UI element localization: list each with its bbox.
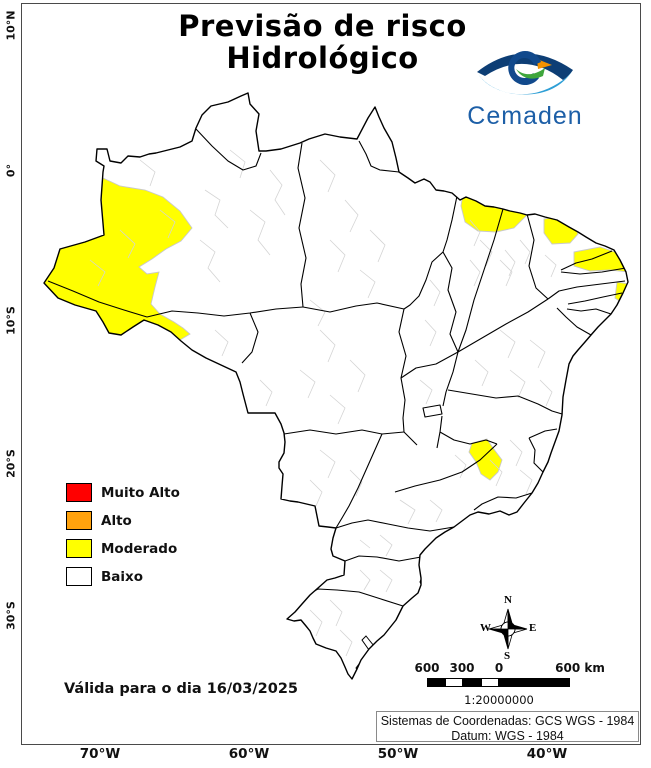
scale-segment-2 (445, 678, 463, 687)
scale-segment-5 (499, 678, 570, 687)
compass-south-label: S (504, 650, 511, 662)
legend-label-muito-alto: Muito Alto (101, 484, 180, 501)
municipality-boundaries (89, 149, 557, 657)
legend-swatch-baixo (66, 567, 92, 586)
validity-note: Válida para o dia 16/03/2025 (64, 681, 299, 697)
lat-tick-30s: 30°S (4, 601, 18, 630)
coordinate-system-line: Sistemas de Coordenadas: GCS WGS - 1984 (380, 714, 635, 728)
moderate-risk-region-minas-gerais (468, 438, 503, 481)
legend-label-baixo: Baixo (101, 568, 144, 585)
lon-tick-70w: 70°W (79, 746, 121, 762)
cemaden-wordmark: Cemaden (467, 102, 583, 130)
lat-tick-0: 0° (4, 163, 18, 178)
scale-tick-600-left: 600 (414, 661, 440, 675)
lon-tick-40w: 40°W (526, 746, 568, 762)
compass-rose: N W E S (478, 594, 538, 664)
cemaden-logo: Cemaden (455, 38, 595, 131)
datum-line: Datum: WGS - 1984 (451, 729, 564, 743)
title-line-1: Previsão de risco (178, 9, 467, 43)
lat-tick-10s: 10°S (4, 306, 18, 335)
compass-north-label: N (504, 594, 512, 606)
scale-segment-4 (481, 678, 499, 687)
legend-label-moderado: Moderado (101, 540, 178, 557)
cemaden-eye-icon (477, 50, 573, 95)
scale-tick-300: 300 (449, 661, 475, 675)
legend-item-baixo: Baixo (66, 567, 180, 586)
lat-tick-10n: 10°N (4, 10, 18, 41)
map-frame (21, 3, 641, 745)
coordinate-system-box: Sistemas de Coordenadas: GCS WGS - 1984 … (376, 711, 639, 743)
lon-tick-60w: 60°W (228, 746, 270, 762)
legend-item-alto: Alto (66, 511, 180, 530)
brazil-landmass (44, 93, 628, 679)
legend-item-moderado: Moderado (66, 539, 180, 558)
moderate-risk-region-ceara (543, 215, 579, 245)
legend-swatch-moderado (66, 539, 92, 558)
legend-label-alto: Alto (101, 512, 132, 529)
scale-segment-1 (427, 678, 445, 687)
scale-segment-3 (463, 678, 481, 687)
legend-swatch-alto (66, 511, 92, 530)
scale-ratio: 1:20000000 (464, 693, 534, 707)
distrito-federal-outline (422, 404, 443, 418)
title-line-2: Hidrológico (226, 41, 419, 76)
scale-tick-0: 0 (494, 661, 504, 675)
lon-tick-50w: 50°W (377, 746, 419, 762)
lat-tick-20s: 20°S (4, 449, 18, 478)
scale-tick-600-right: 600 km (555, 661, 605, 675)
legend-item-muito-alto: Muito Alto (66, 483, 180, 502)
compass-east-label: E (529, 622, 537, 634)
brazil-outline (43, 92, 629, 680)
legend-swatch-muito-alto (66, 483, 92, 502)
risk-legend: Muito Alto Alto Moderado Baixo (66, 483, 180, 595)
state-boundaries (47, 128, 627, 613)
scale-bar: 600 300 0 600 km 1:20000000 (414, 661, 615, 709)
compass-west-label: W (480, 622, 491, 634)
page-title: Previsão de risco Hidrológico (140, 10, 505, 75)
compass-star-icon (488, 608, 528, 650)
